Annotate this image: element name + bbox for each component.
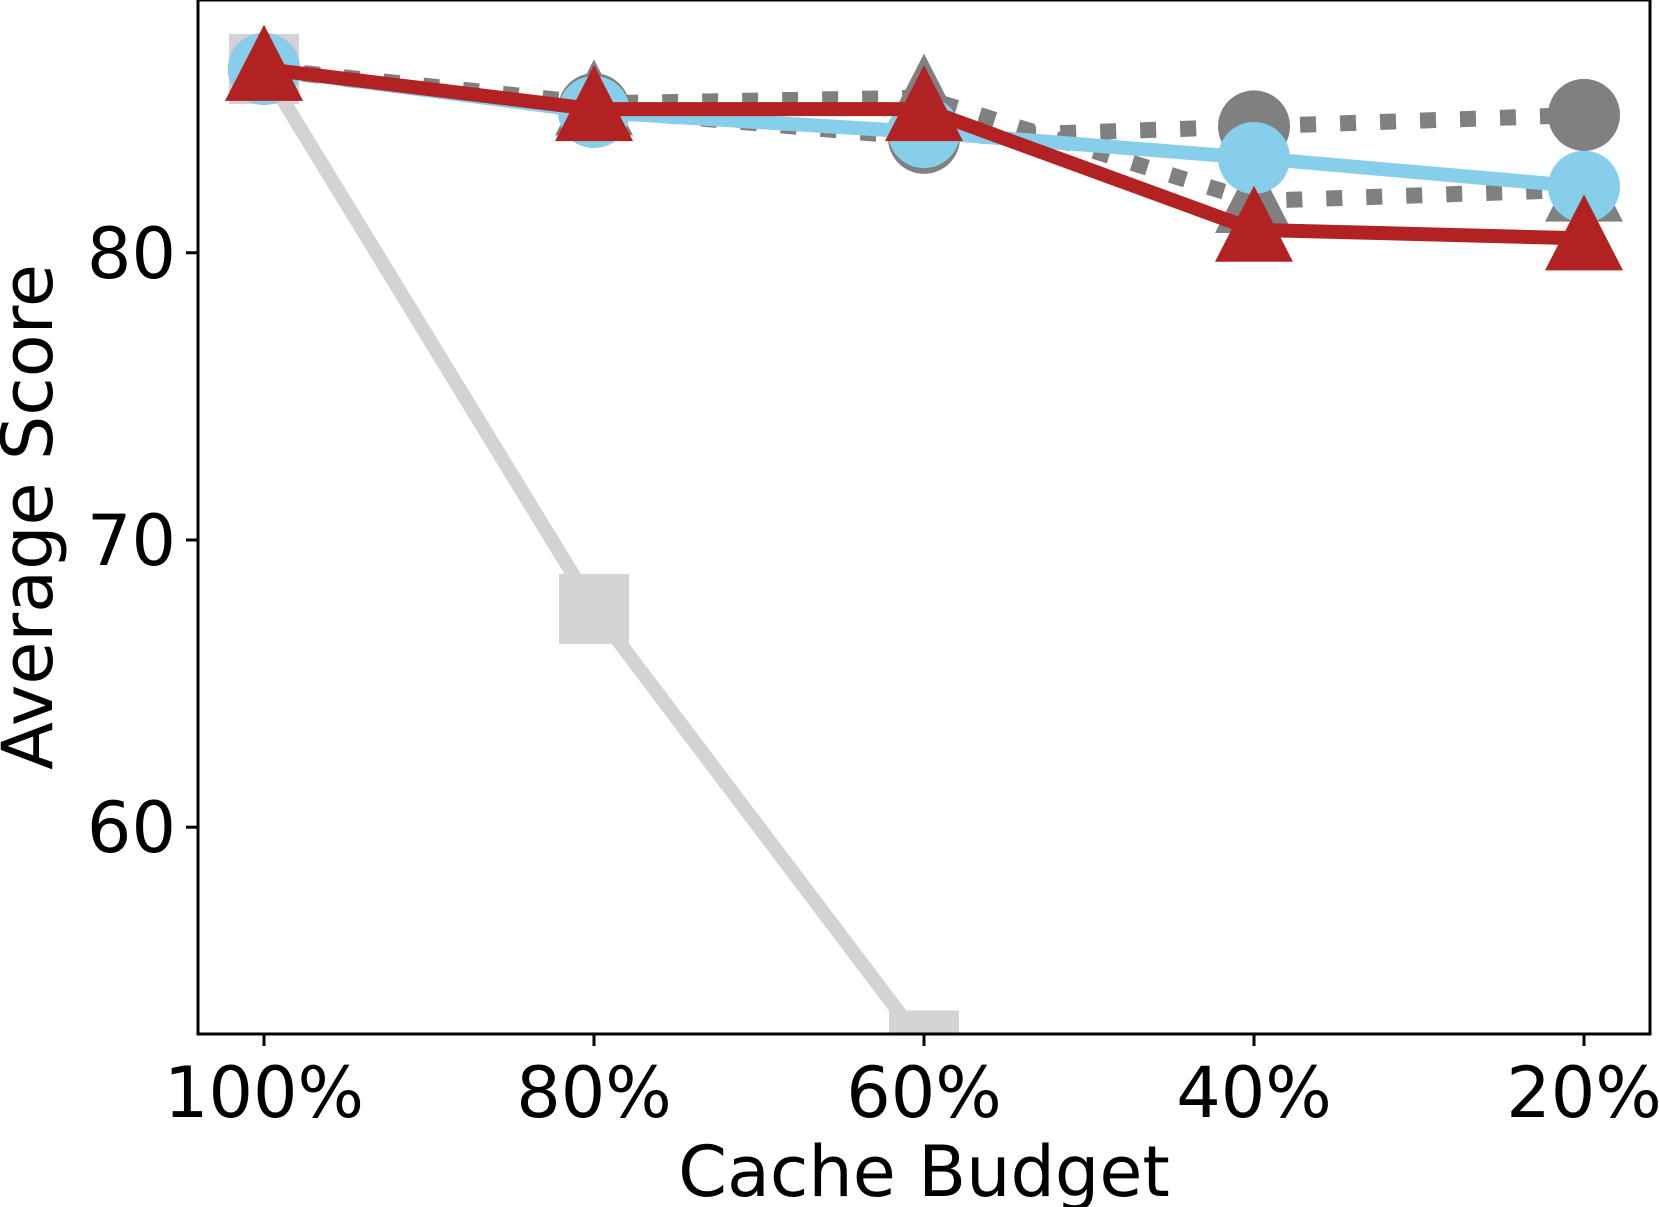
data-point-circle [1218, 121, 1290, 194]
x-axis-title: Cache Budget [678, 1131, 1170, 1207]
y-tick-label: 80 [87, 213, 176, 295]
data-point-triangle [885, 65, 963, 142]
data-point-square [889, 1010, 959, 1034]
x-tick-label: 20% [1506, 1052, 1659, 1134]
series-line [258, 65, 925, 1034]
series-1 [229, 33, 959, 1034]
axes-layer: 100% 80% 60% 40% 20% 60 70 80 [87, 213, 1659, 1134]
data-point-triangle [1215, 185, 1293, 262]
x-tick-label: 40% [1176, 1052, 1332, 1134]
data-point-square [559, 573, 629, 644]
data-point-triangle [1545, 194, 1623, 271]
data-point-triangle [555, 65, 633, 142]
series-5 [225, 24, 1623, 271]
x-tick-label: 60% [846, 1052, 1002, 1134]
y-axis-title: Average Score [0, 264, 69, 770]
x-tick-label: 80% [516, 1052, 672, 1134]
data-point-triangle [225, 24, 303, 101]
x-tick-label: 100% [164, 1052, 364, 1134]
data-point-circle [1548, 150, 1620, 223]
data-point-circle [1548, 78, 1620, 151]
series-layer [225, 24, 1623, 1034]
y-tick-label: 70 [87, 500, 176, 582]
y-tick-label: 60 [87, 787, 176, 869]
